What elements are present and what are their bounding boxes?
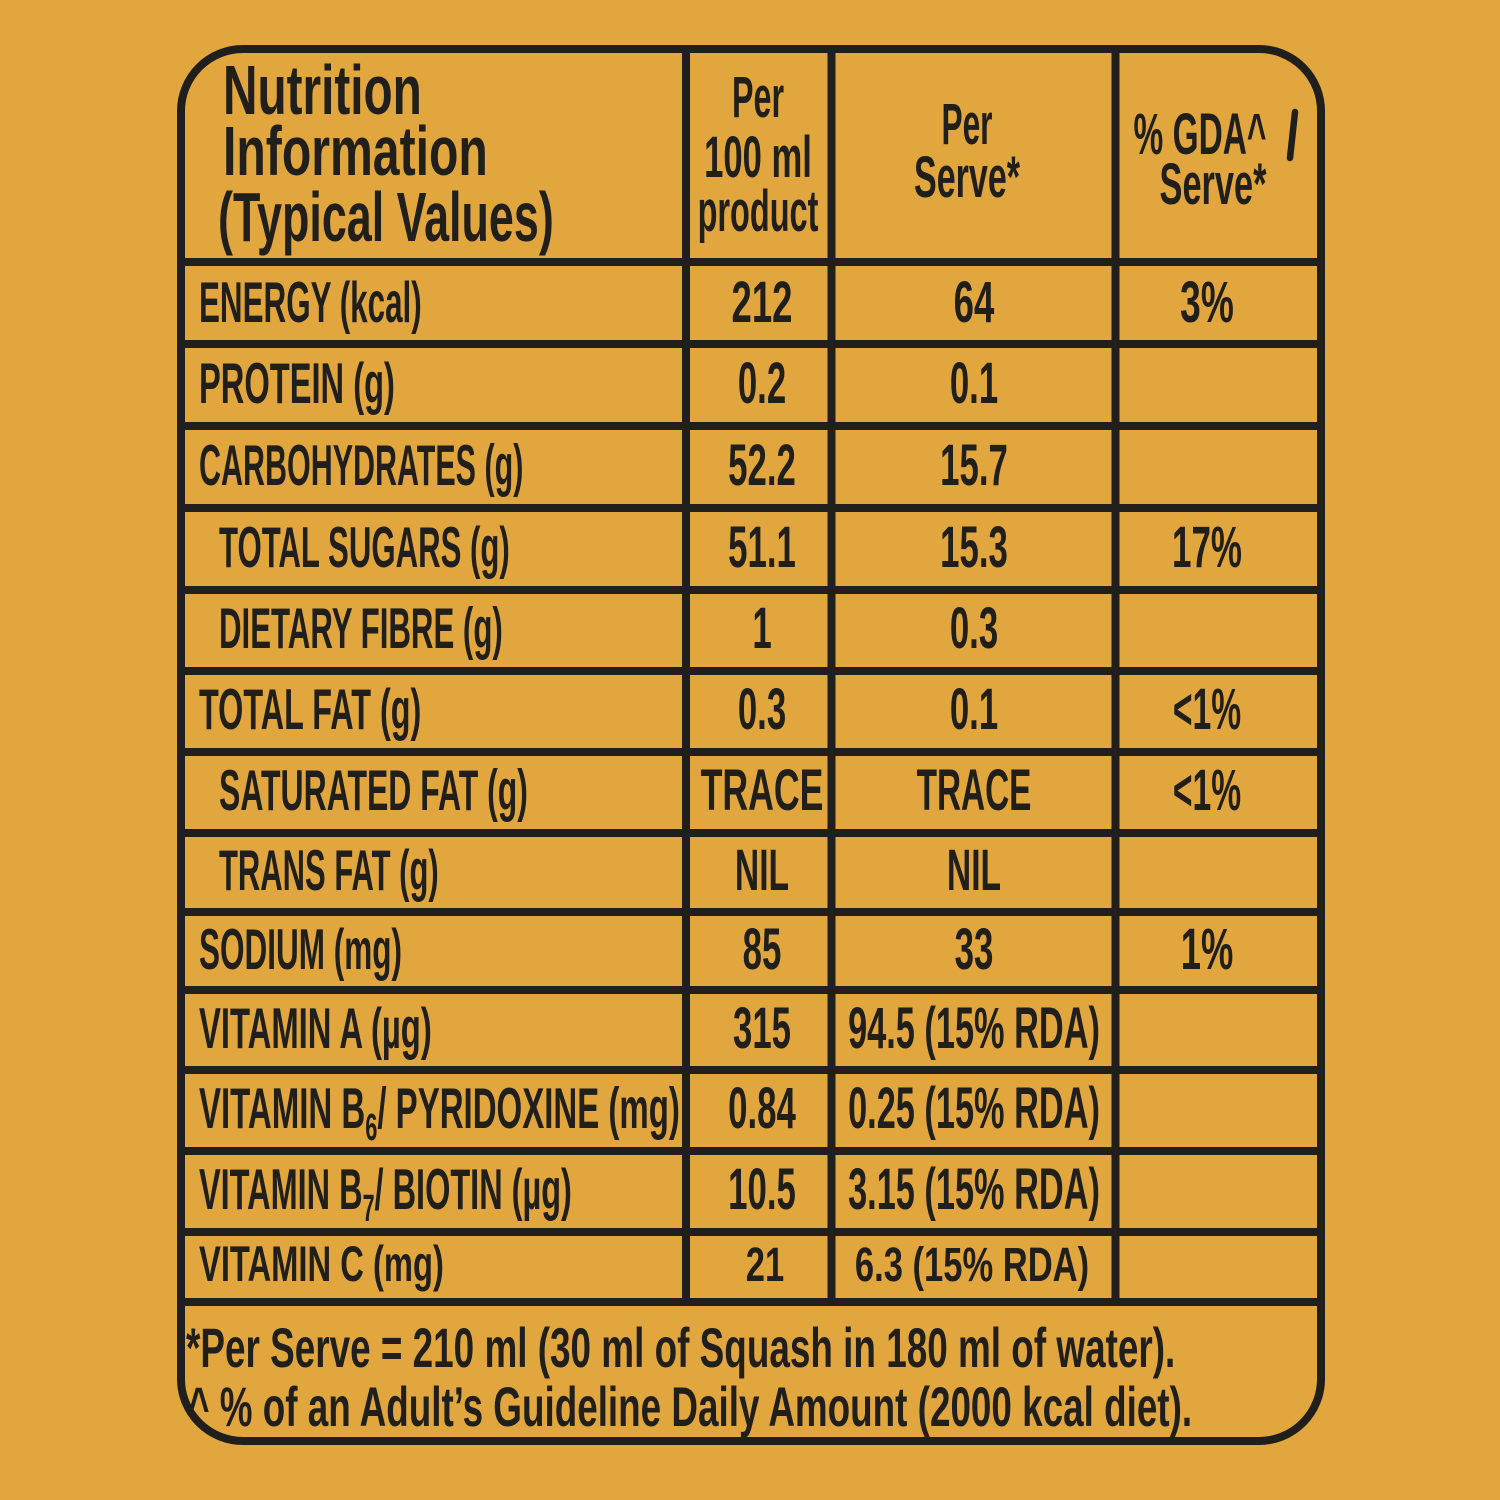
svg-text:TRACE: TRACE [917,759,1032,824]
svg-text:Information: Information [223,112,488,190]
svg-text:85: 85 [743,918,782,982]
svg-text:TOTAL FAT (g): TOTAL FAT (g) [199,677,421,741]
svg-text:SODIUM (mg): SODIUM (mg) [199,917,402,981]
svg-text:3.15 (15% RDA): 3.15 (15% RDA) [848,1158,1100,1222]
svg-text:Serve*: Serve* [1160,153,1267,217]
svg-text:VITAMIN A (µg): VITAMIN A (µg) [199,996,432,1060]
svg-text:64: 64 [954,271,995,336]
svg-text:Per: Per [732,65,784,129]
svg-text:0.1: 0.1 [950,352,998,416]
svg-text:<1%: <1% [1173,678,1241,743]
svg-text:^ % of an Adult’s Guideline Da: ^ % of an Adult’s Guideline Daily Amount… [188,1376,1192,1439]
svg-text:0.84: 0.84 [728,1077,796,1141]
svg-text:NIL: NIL [947,839,1001,904]
svg-text:DIETARY FIBRE (g): DIETARY FIBRE (g) [219,596,503,661]
svg-text:3%: 3% [1180,271,1234,335]
svg-text:CARBOHYDRATES (g): CARBOHYDRATES (g) [199,433,523,498]
svg-text:94.5 (15% RDA): 94.5 (15% RDA) [848,997,1100,1061]
svg-text:1: 1 [752,597,771,661]
svg-text:6.3 (15% RDA): 6.3 (15% RDA) [855,1237,1089,1291]
svg-text:52.2: 52.2 [728,434,796,498]
svg-text:PROTEIN (g): PROTEIN (g) [199,351,395,415]
svg-text:212: 212 [732,271,793,336]
svg-text:10.5: 10.5 [728,1158,796,1222]
svg-text:VITAMIN B7/ BIOTIN (µg): VITAMIN B7/ BIOTIN (µg) [199,1157,572,1229]
svg-text:product: product [698,178,819,243]
svg-text:15.7: 15.7 [940,434,1008,498]
svg-text:0.2: 0.2 [738,352,786,416]
svg-text:Per: Per [942,92,993,157]
svg-text:(Typical Values): (Typical Values) [218,179,554,256]
svg-text:0.1: 0.1 [950,678,998,742]
svg-text:*Per Serve = 210 ml (30 ml of: *Per Serve = 210 ml (30 ml of Squash in … [186,1317,1175,1380]
svg-text:315: 315 [733,997,791,1061]
svg-text:Nutrition: Nutrition [223,51,422,129]
svg-text:<1%: <1% [1173,759,1241,824]
svg-text:Serve*: Serve* [914,146,1020,211]
svg-text:0.3: 0.3 [950,597,998,661]
svg-text:TRANS FAT (g): TRANS FAT (g) [219,838,439,903]
svg-text:0.3: 0.3 [738,678,786,742]
svg-text:21: 21 [746,1237,784,1291]
svg-text:15.3: 15.3 [940,516,1008,580]
svg-text:33: 33 [955,918,994,982]
svg-text:TRACE: TRACE [701,758,824,823]
svg-text:NIL: NIL [735,839,789,904]
svg-text:VITAMIN C (mg): VITAMIN C (mg) [199,1236,444,1292]
svg-text:% GDA^: % GDA^ [1134,103,1267,168]
svg-text:TOTAL SUGARS (g): TOTAL SUGARS (g) [219,515,510,580]
svg-text:ENERGY (kcal): ENERGY (kcal) [199,270,422,335]
svg-text:VITAMIN B6/ PYRIDOXINE (mg): VITAMIN B6/ PYRIDOXINE (mg) [199,1076,680,1148]
svg-text:0.25 (15% RDA): 0.25 (15% RDA) [848,1077,1100,1141]
svg-text:100 ml: 100 ml [704,126,812,190]
svg-text:17%: 17% [1172,516,1242,580]
svg-text:SATURATED FAT (g): SATURATED FAT (g) [219,758,528,822]
svg-text:51.1: 51.1 [728,516,796,580]
svg-text:1%: 1% [1181,917,1234,982]
